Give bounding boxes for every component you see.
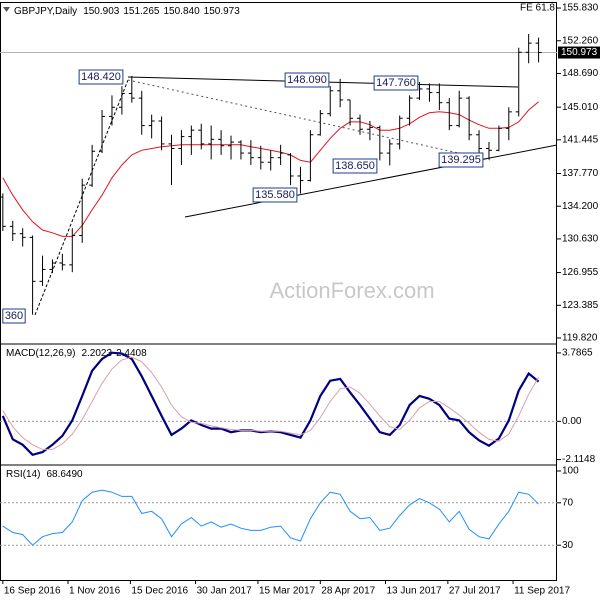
- annotation: 139.295: [441, 154, 481, 166]
- x-tick-label: 16 Sep 2016: [4, 586, 61, 597]
- annotation-box: [2, 308, 26, 324]
- panel-header: RSI(14) 68.6490: [6, 469, 83, 480]
- annotation: 135.580: [255, 189, 295, 201]
- y-tick-label: 152.260: [562, 35, 599, 46]
- y-tick-label: 119.820: [562, 333, 598, 344]
- x-tick-label: 27 Jul 2017: [449, 586, 501, 597]
- last-price-box: [558, 46, 600, 59]
- x-tick-label: 11 Sep 2017: [514, 586, 570, 597]
- y-tick-label: 100: [562, 466, 579, 477]
- panel-title: MACD(12,26,9): [6, 348, 75, 359]
- annotation: 148.090: [287, 74, 327, 86]
- fe-label: FE 61.8: [520, 3, 555, 14]
- line: [1, 351, 540, 457]
- x-tick-label: 1 Nov 2016: [69, 586, 121, 597]
- panel-title: GBPJPY,Daily: [14, 6, 77, 17]
- annotation-box: [373, 75, 419, 91]
- trend-line: [34, 79, 129, 316]
- header-value: 151.265: [123, 6, 160, 17]
- line: [2, 489, 539, 546]
- y-tick-label: 137.770: [562, 168, 599, 179]
- y-tick-label: 141.445: [562, 134, 599, 145]
- y-tick-label: 3.7865: [562, 348, 593, 359]
- trend-line: [127, 79, 491, 161]
- annotation: 360: [5, 310, 23, 322]
- panel-header: MACD(12,26,9) 2.2023 2.4408: [6, 348, 147, 359]
- menu-icon: [3, 7, 10, 12]
- x-tick-label: 30 Jan 2017: [197, 586, 252, 597]
- y-tick-label: 145.010: [562, 102, 599, 113]
- y-tick-label: -2.1148: [562, 454, 596, 465]
- line: [2, 356, 540, 450]
- y-tick-label: 30: [562, 540, 574, 551]
- x-tick-label: 13 Jun 2017: [387, 586, 442, 597]
- panel-title: RSI(14): [6, 469, 40, 480]
- watermark: ActionForex.com: [269, 278, 434, 303]
- annotation: 147.760: [376, 77, 416, 89]
- last-price-label: 150.973: [561, 47, 598, 58]
- annotation-box: [284, 72, 330, 88]
- y-tick-label: 70: [562, 497, 574, 508]
- annotation-box: [78, 69, 124, 85]
- annotation-box: [438, 152, 484, 168]
- header-value: 150.903: [83, 6, 120, 17]
- frame: [0, 2, 557, 581]
- y-tick-label: 126.955: [562, 267, 599, 278]
- x-tick-label: 28 Apr 2017: [321, 586, 375, 597]
- y-tick-label: 123.385: [562, 300, 599, 311]
- trend-line: [184, 144, 558, 218]
- panel-header: GBPJPY,Daily 150.903 151.265 150.840 150.973: [14, 6, 240, 17]
- annotation: 148.420: [81, 71, 121, 83]
- annotation-box: [332, 158, 378, 174]
- y-tick-label: 155.830: [562, 3, 599, 14]
- header-value: 68.6490: [46, 469, 83, 480]
- x-tick-label: 15 Dec 2016: [131, 586, 188, 597]
- y-tick-label: 130.630: [562, 234, 599, 245]
- annotation: 138.650: [335, 160, 375, 172]
- header-value: 2.2023: [81, 348, 112, 359]
- x-tick-label: 15 Mar 2017: [259, 586, 316, 597]
- header-value: 150.840: [164, 6, 201, 17]
- y-tick-label: 148.690: [562, 68, 599, 79]
- header-value: 2.4408: [116, 348, 147, 359]
- header-value: 150.973: [204, 6, 241, 17]
- annotation-box: [252, 187, 298, 203]
- y-tick-label: 0.00: [562, 416, 582, 427]
- y-tick-label: 134.200: [562, 201, 599, 212]
